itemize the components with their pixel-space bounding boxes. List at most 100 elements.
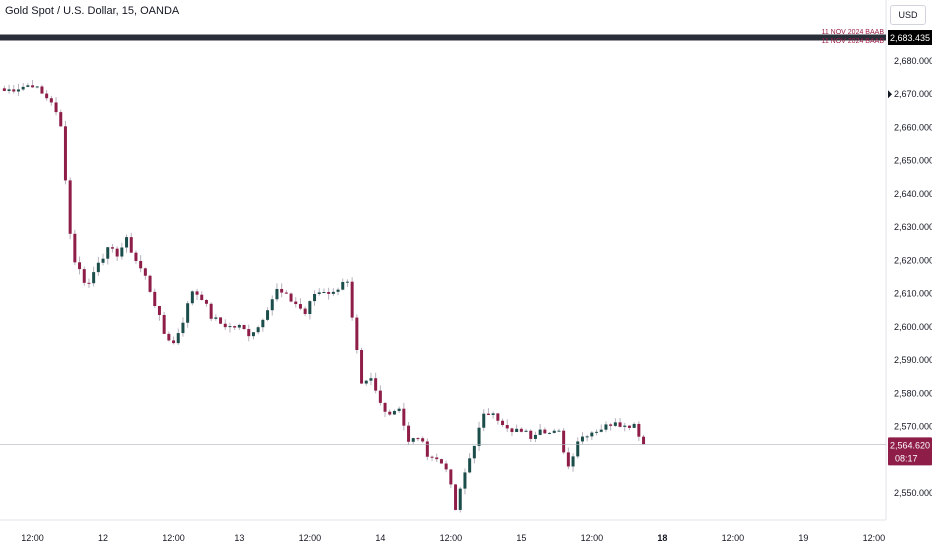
candle-body bbox=[576, 441, 580, 457]
candle bbox=[327, 287, 331, 300]
candle-body bbox=[26, 85, 30, 87]
candle bbox=[477, 421, 481, 451]
x-tick-label: 12:00 bbox=[863, 533, 886, 543]
candle bbox=[463, 468, 467, 495]
candle bbox=[313, 290, 317, 306]
candle bbox=[242, 324, 246, 330]
horizontal-line[interactable] bbox=[0, 37, 886, 41]
candle bbox=[289, 292, 293, 303]
candle-body bbox=[308, 301, 312, 315]
x-tick-label: 18 bbox=[657, 533, 667, 543]
horizontal-lines-layer: 11 NOV 2024 BAAB 11 NOV 2024 BAAB bbox=[0, 29, 886, 445]
candle bbox=[491, 411, 495, 419]
candle bbox=[604, 421, 608, 433]
x-tick-label: 12:00 bbox=[440, 533, 463, 543]
candle bbox=[153, 288, 157, 308]
candle bbox=[430, 455, 434, 461]
horizontal-line[interactable] bbox=[0, 34, 886, 38]
candle bbox=[237, 323, 241, 330]
candle-body bbox=[486, 413, 490, 415]
candle-body bbox=[204, 300, 208, 304]
candle bbox=[557, 428, 561, 432]
price-axis[interactable]: 2,680.000 2,670.000 2,660.000 2,650.000 2,64… bbox=[888, 56, 932, 498]
x-tick-label: 12:00 bbox=[722, 533, 745, 543]
candle-body bbox=[350, 281, 354, 318]
candle-body bbox=[223, 323, 227, 328]
candle-body bbox=[63, 126, 67, 181]
candle-body bbox=[209, 303, 213, 319]
x-tick-label: 12:00 bbox=[581, 533, 604, 543]
candle-body bbox=[430, 456, 434, 458]
candle-body bbox=[73, 233, 77, 263]
candle-body bbox=[407, 425, 411, 442]
candle-body bbox=[125, 237, 129, 248]
current-price-tag bbox=[888, 437, 932, 466]
candle-body bbox=[548, 432, 552, 434]
candle-body bbox=[374, 378, 378, 391]
candle bbox=[439, 458, 443, 464]
candle-body bbox=[195, 291, 199, 295]
candle-body bbox=[2, 88, 6, 91]
candle bbox=[96, 256, 100, 276]
y-tick-label: 2,640.000 bbox=[894, 189, 932, 199]
candle-body bbox=[106, 247, 110, 259]
candle bbox=[223, 319, 227, 330]
candle bbox=[73, 229, 77, 266]
candle-body bbox=[524, 430, 528, 432]
time-axis[interactable]: 12:00 12 12:00 13 12:00 14 12:00 15 12:00 18 12:00… bbox=[21, 533, 885, 543]
candle-body bbox=[87, 282, 91, 284]
candle bbox=[247, 324, 251, 342]
candle-body bbox=[129, 237, 133, 253]
candle bbox=[599, 424, 603, 433]
candle bbox=[129, 232, 133, 253]
candle bbox=[642, 434, 646, 445]
candle-body bbox=[543, 429, 547, 434]
candle bbox=[515, 424, 519, 433]
candle-body bbox=[364, 380, 368, 384]
candle bbox=[580, 432, 584, 445]
candle-body bbox=[148, 275, 152, 292]
candle-body bbox=[294, 301, 298, 305]
candle-body bbox=[369, 378, 373, 381]
candle-body bbox=[176, 333, 180, 344]
candle-body bbox=[609, 424, 613, 426]
currency-button[interactable]: USD bbox=[890, 5, 926, 25]
candle bbox=[148, 274, 152, 294]
x-tick-label: 13 bbox=[234, 533, 244, 543]
candle-body bbox=[627, 425, 631, 428]
candle-body bbox=[552, 430, 556, 433]
candle-body bbox=[491, 413, 495, 415]
candle-body bbox=[115, 248, 119, 257]
candle bbox=[2, 85, 6, 92]
candle bbox=[167, 331, 171, 342]
candle-body bbox=[45, 93, 49, 99]
candle-body bbox=[501, 420, 505, 426]
candle bbox=[233, 325, 237, 330]
candle-body bbox=[411, 438, 415, 442]
candle bbox=[270, 295, 274, 316]
y-tick-label: 2,660.000 bbox=[894, 122, 932, 132]
candle-body bbox=[327, 292, 331, 294]
candle-body bbox=[59, 112, 63, 127]
candle bbox=[68, 177, 72, 240]
candle bbox=[261, 318, 265, 332]
candle-body bbox=[345, 281, 349, 283]
candle-body bbox=[341, 282, 345, 290]
candle bbox=[87, 278, 91, 288]
x-tick-label: 12:00 bbox=[299, 533, 322, 543]
candle bbox=[120, 242, 124, 260]
candle bbox=[16, 83, 20, 96]
y-tick-label: 2,550.000 bbox=[894, 488, 932, 498]
candle bbox=[204, 299, 208, 307]
candle-body bbox=[162, 314, 166, 334]
candle bbox=[40, 84, 44, 94]
candle bbox=[172, 336, 176, 345]
candle-body bbox=[599, 429, 603, 432]
candle bbox=[336, 287, 340, 296]
horizontal-line-price-text: 2,683.435 bbox=[890, 33, 930, 43]
candle bbox=[303, 306, 307, 316]
candle-body bbox=[181, 322, 185, 334]
candle-body bbox=[482, 413, 486, 428]
